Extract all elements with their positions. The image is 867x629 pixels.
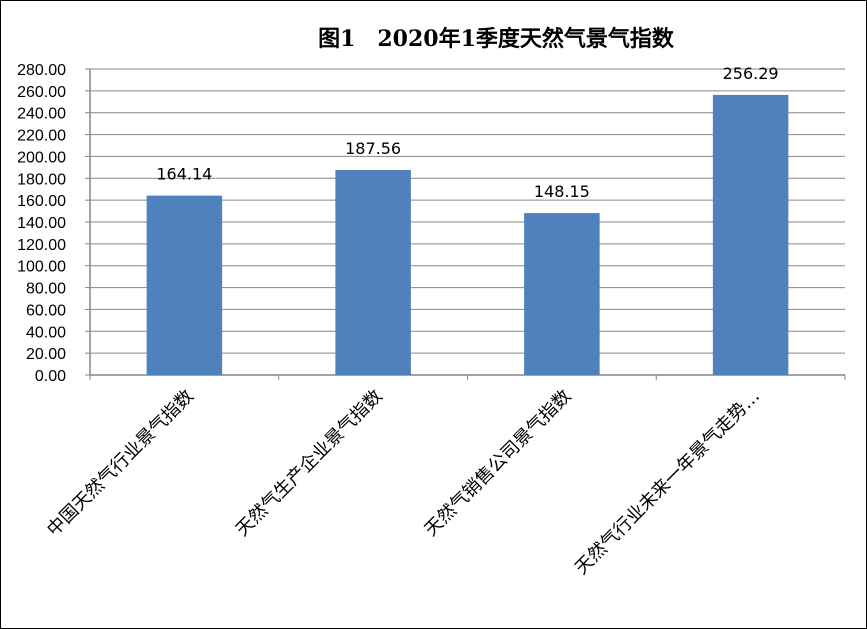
y-tick-label: 80.00: [26, 281, 66, 298]
y-tick-label: 260.00: [17, 84, 66, 101]
bar: [712, 94, 789, 375]
axis-layer: 0.00 20.00 40.00 60.00 80.00 100.00 120.00 140.…: [17, 62, 846, 385]
category-label: 中国天然气行业景气指数: [43, 386, 198, 541]
category-label: 天然气销售公司景气指数: [421, 386, 576, 541]
y-tick-label: 200.00: [17, 149, 66, 166]
y-tick-label: 20.00: [26, 346, 66, 363]
category-label: 天然气生产企业景气指数: [232, 386, 387, 541]
y-tick-label: 60.00: [26, 302, 66, 319]
data-label: 256.29: [723, 64, 779, 83]
data-label: 164.14: [156, 165, 212, 184]
y-tick-label: 160.00: [17, 193, 66, 210]
bar-layer: [146, 94, 789, 375]
bar: [335, 170, 411, 375]
bar: [524, 213, 600, 375]
y-tick-label: 240.00: [17, 106, 66, 123]
y-tick-label: 220.00: [17, 128, 66, 145]
y-tick-label: 180.00: [17, 171, 66, 188]
category-label: 天然气行业未来一年景气走势…: [571, 386, 764, 579]
bar: [146, 195, 223, 375]
y-tick-label: 40.00: [26, 324, 66, 341]
data-label: 187.56: [345, 139, 401, 158]
data-label: 148.15: [534, 182, 590, 201]
y-tick-label: 0.00: [35, 368, 66, 385]
y-tick-label: 140.00: [17, 215, 66, 232]
y-tick-label: 120.00: [17, 237, 66, 254]
y-tick-label: 100.00: [17, 259, 66, 276]
chart-title: 图1 2020年1季度天然气景气指数: [318, 26, 674, 52]
y-tick-label: 280.00: [17, 62, 66, 79]
